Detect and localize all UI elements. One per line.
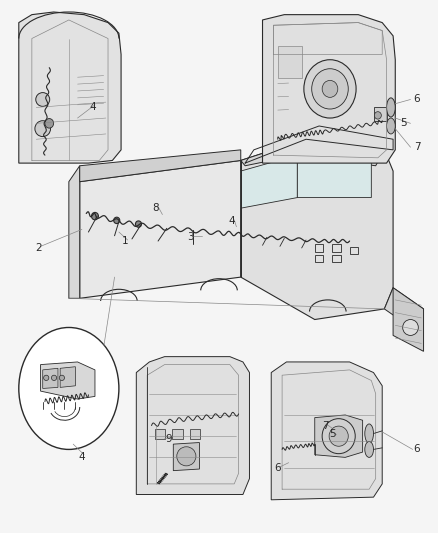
Ellipse shape [322, 80, 338, 98]
Bar [332, 244, 341, 252]
Text: 5: 5 [329, 429, 336, 439]
Polygon shape [69, 166, 80, 298]
Polygon shape [60, 367, 75, 387]
Bar [332, 255, 341, 262]
Polygon shape [41, 362, 95, 399]
Text: 8: 8 [152, 203, 159, 213]
Ellipse shape [44, 375, 49, 381]
Text: 4: 4 [229, 216, 235, 227]
Text: 4: 4 [89, 102, 96, 112]
Circle shape [19, 327, 119, 449]
Text: 5: 5 [401, 118, 407, 128]
Bar [315, 244, 323, 252]
Polygon shape [136, 357, 250, 495]
Polygon shape [19, 12, 121, 163]
Ellipse shape [59, 375, 64, 381]
Ellipse shape [135, 221, 141, 227]
Text: 6: 6 [414, 94, 420, 104]
Ellipse shape [92, 213, 99, 220]
Bar [315, 255, 323, 262]
Polygon shape [80, 150, 241, 182]
Text: 2: 2 [35, 243, 42, 253]
Ellipse shape [51, 375, 57, 381]
Text: 1: 1 [122, 236, 129, 246]
Text: 6: 6 [275, 463, 281, 473]
Polygon shape [315, 415, 363, 457]
Ellipse shape [114, 217, 120, 223]
Polygon shape [241, 139, 385, 166]
Polygon shape [173, 442, 199, 471]
Bar [155, 429, 166, 439]
Polygon shape [43, 368, 58, 389]
Polygon shape [271, 362, 382, 500]
Bar [374, 108, 388, 120]
Ellipse shape [312, 69, 348, 109]
Polygon shape [393, 288, 424, 351]
Polygon shape [385, 288, 424, 330]
Bar [350, 247, 358, 254]
Text: 4: 4 [78, 453, 85, 463]
Polygon shape [80, 160, 241, 298]
Polygon shape [297, 155, 371, 198]
Bar [173, 429, 183, 439]
Ellipse shape [45, 118, 53, 128]
Polygon shape [241, 139, 393, 319]
Ellipse shape [387, 98, 395, 117]
Ellipse shape [403, 319, 418, 335]
Text: 3: 3 [187, 232, 194, 243]
Ellipse shape [177, 447, 196, 466]
Ellipse shape [329, 426, 348, 446]
Ellipse shape [387, 118, 395, 134]
Ellipse shape [322, 419, 355, 454]
Ellipse shape [36, 93, 49, 107]
Text: 7: 7 [414, 142, 420, 152]
Text: 9: 9 [166, 434, 172, 444]
Polygon shape [262, 14, 395, 163]
Bar [190, 429, 200, 439]
Ellipse shape [365, 441, 374, 457]
Ellipse shape [35, 120, 50, 136]
Ellipse shape [374, 112, 381, 119]
Ellipse shape [304, 60, 356, 118]
Text: 7: 7 [322, 421, 329, 431]
Text: 6: 6 [414, 445, 420, 455]
Polygon shape [241, 155, 297, 208]
Ellipse shape [365, 424, 374, 443]
Bar [278, 46, 302, 78]
